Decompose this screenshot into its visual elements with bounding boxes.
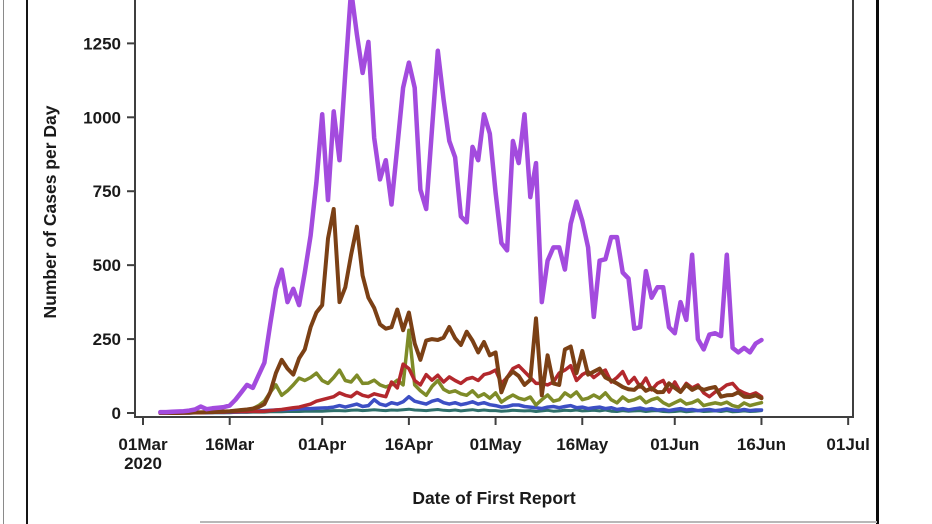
- x-tick-label: 16Mar: [205, 435, 255, 454]
- y-tick-label: 500: [93, 256, 121, 275]
- series-red-line: [158, 362, 764, 415]
- x-tick-label: 01Mar: [118, 435, 168, 454]
- cutoff-legend-top-border: [200, 521, 877, 523]
- y-axis-title: Number of Cases per Day: [40, 105, 60, 318]
- x-axis-title: Date of First Report: [412, 488, 576, 508]
- y-tick-label: 250: [93, 330, 121, 349]
- axis-ticks: [127, 42, 850, 425]
- figure-border-right: [876, 0, 879, 524]
- y-tick-label: 1250: [83, 34, 121, 53]
- y-tick-label: 0: [112, 404, 121, 423]
- page-left-edge-line: [3, 0, 4, 524]
- x-tick-label: 01Apr: [298, 435, 347, 454]
- series-purple-line: [158, 0, 764, 415]
- x-tick-label: 01Jul: [826, 435, 869, 454]
- x-tick-label: 16Jun: [737, 435, 786, 454]
- x-tick-label: 16May: [556, 435, 609, 454]
- x-tick-label: 16Apr: [385, 435, 434, 454]
- plot-frame: [134, 0, 854, 418]
- y-tick-label: 1000: [83, 108, 121, 127]
- x-tick-label: 01Jun: [650, 435, 699, 454]
- series-brown-line: [158, 207, 764, 415]
- figure-border-left: [26, 0, 28, 524]
- plot-lines: [158, 0, 764, 415]
- y-tick-label: 750: [93, 182, 121, 201]
- x-tick-year-label: 2020: [124, 454, 162, 473]
- x-tick-label: 01May: [470, 435, 523, 454]
